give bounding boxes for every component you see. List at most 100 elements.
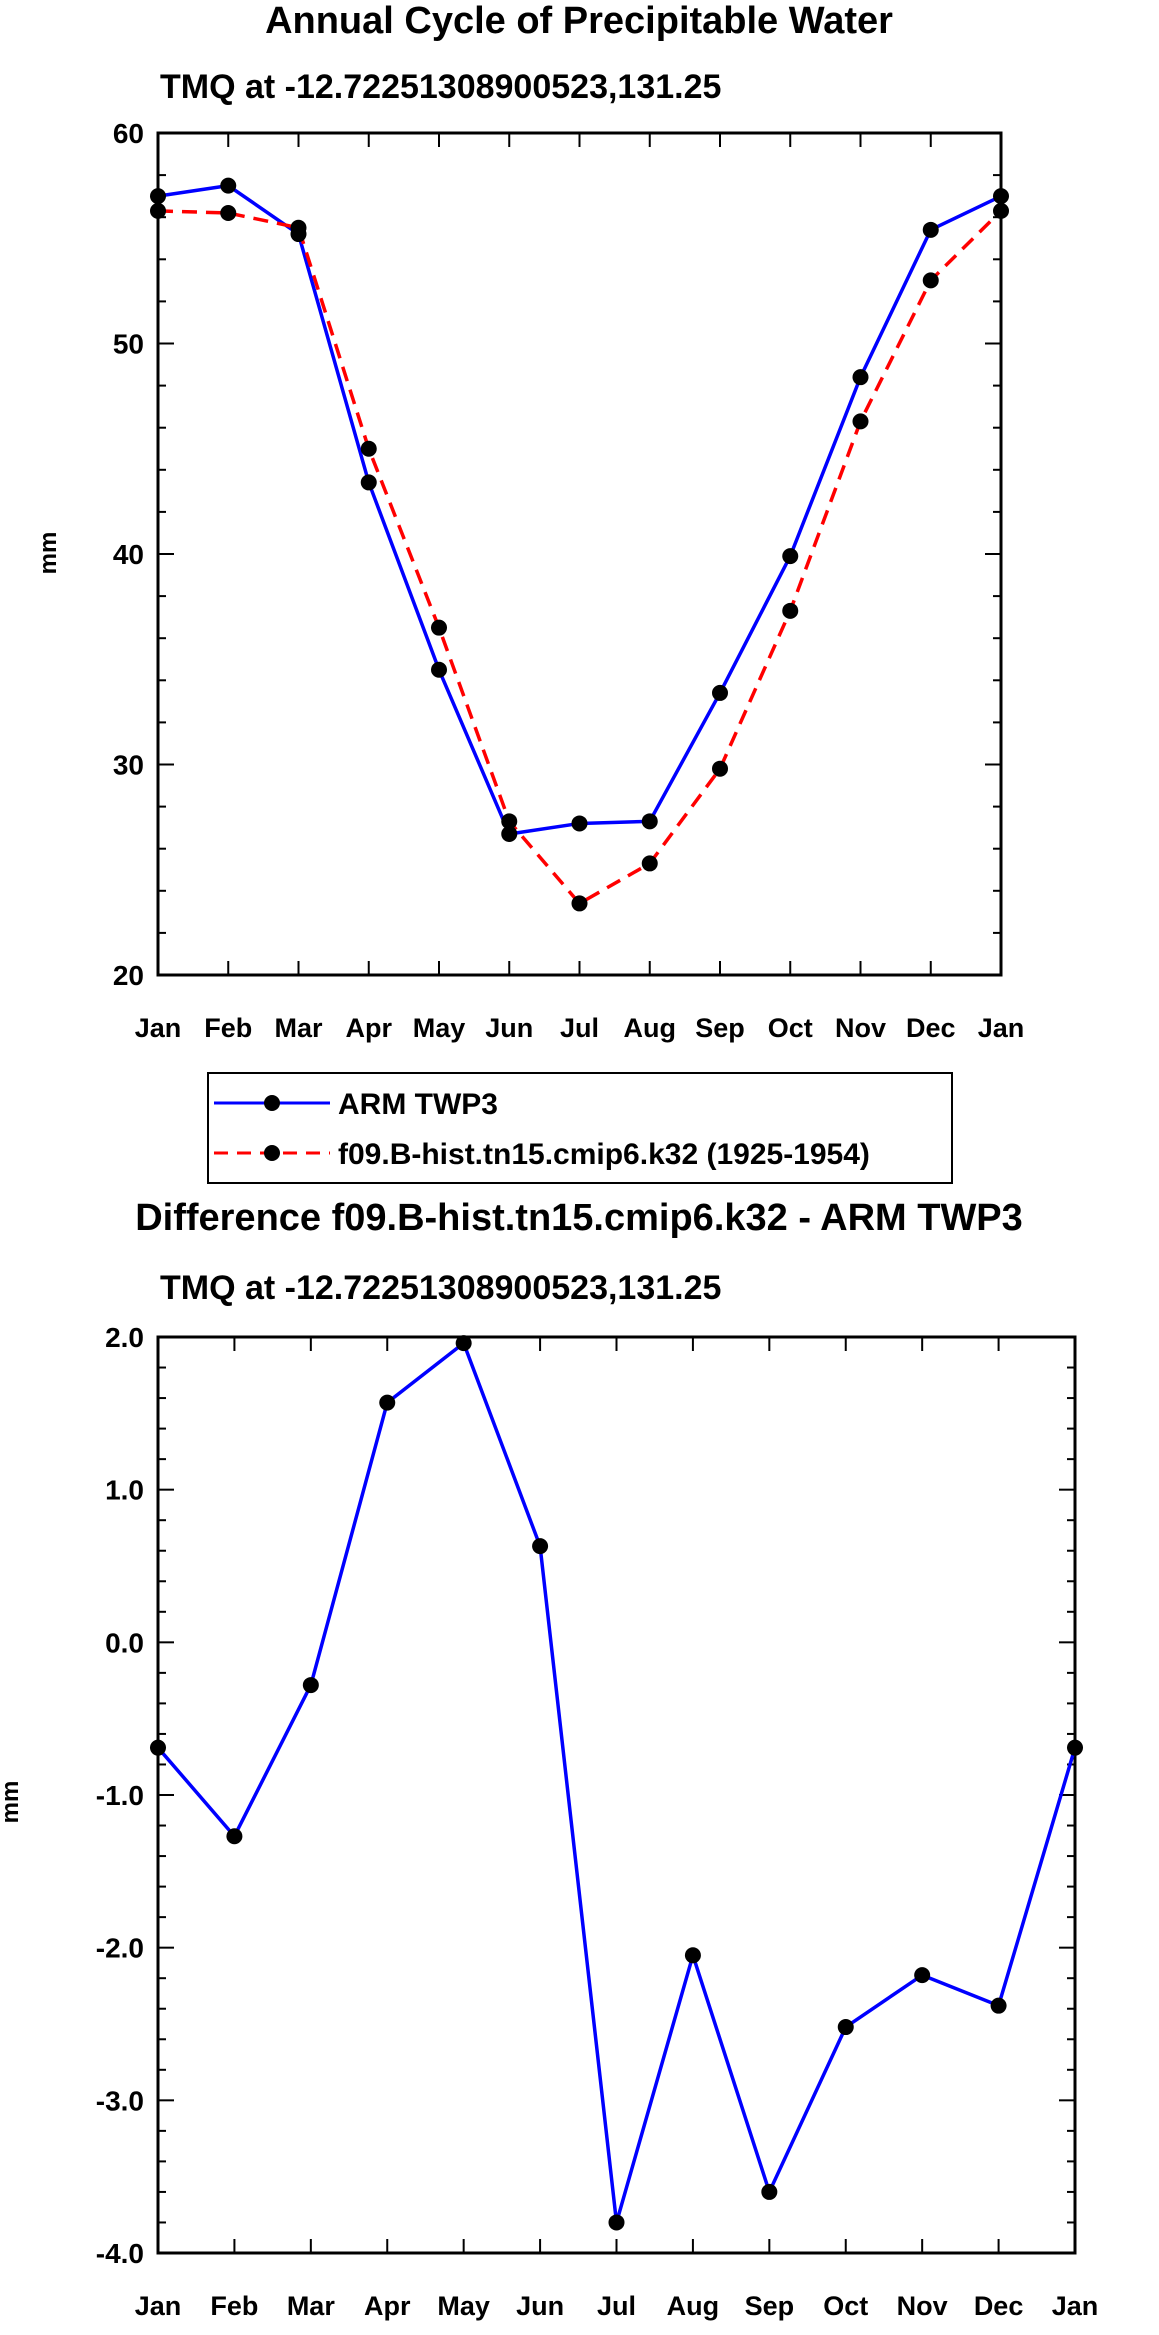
c1-point-1	[501, 813, 518, 830]
chart2-title: Difference f09.B-hist.tn15.cmip6.k32 - A…	[135, 1197, 1023, 1239]
chart2-axes: Jan Feb Mar Apr May Jun Jul Aug Sep Oct Nov Dec Jan -…	[96, 1322, 1099, 2321]
c1-point-1	[641, 855, 658, 872]
c2-point-0	[914, 1967, 931, 1984]
c1-xtick-label: May	[413, 1013, 466, 1043]
chart2-ylabel: mm	[0, 1781, 24, 1824]
legend-box	[207, 1072, 953, 1184]
c1-xtick-label: Oct	[768, 1013, 813, 1043]
c1-point-1	[852, 413, 869, 430]
c1-point-0	[782, 548, 799, 565]
c1-xtick-label: Apr	[346, 1013, 393, 1043]
c1-xtick-label: Feb	[204, 1013, 252, 1043]
c1-xtick-label: Sep	[695, 1013, 745, 1043]
c1-series-line-0	[157, 183, 1002, 836]
c1-point-0	[501, 825, 518, 842]
c1-ytick-label: 60	[113, 118, 144, 149]
c1-xtick-label: Jul	[560, 1013, 599, 1043]
chart1-axes: Jan Feb Mar Apr May Jun Jul Aug Sep Oct Nov Dec Jan 2…	[113, 118, 1024, 1043]
c1-point-1	[360, 440, 377, 457]
c2-point-0	[608, 2214, 625, 2231]
c1-point-0	[922, 221, 939, 238]
c1-point-0	[641, 813, 658, 830]
c2-xtick-label: Jan	[135, 2291, 182, 2321]
c1-frame	[156, 131, 1003, 977]
c1-xtick-label: Jan	[978, 1013, 1025, 1043]
c1-point-1	[150, 202, 166, 219]
c1-point-0	[360, 474, 377, 491]
c2-xtick-label: Aug	[667, 2291, 719, 2321]
c2-xtick-label: Feb	[210, 2291, 258, 2321]
c2-point-0	[837, 2019, 854, 2036]
c1-point-1	[782, 602, 799, 619]
c2-ytick-label: -1.0	[96, 1780, 144, 1811]
c1-ytick-label: 50	[113, 329, 144, 360]
c1-ytick-label: 30	[113, 750, 144, 781]
c2-xtick-label: Jan	[1052, 2291, 1099, 2321]
c1-xtick-label: Dec	[906, 1013, 956, 1043]
chart1-series	[150, 177, 1009, 912]
c2-ytick-label: 0.0	[105, 1627, 144, 1658]
c1-xtick-label: Jan	[135, 1013, 182, 1043]
c2-point-0	[150, 1739, 166, 1756]
c1-point-0	[571, 815, 588, 832]
chart1-ylabel: mm	[35, 532, 62, 575]
c2-ytick-label: -3.0	[96, 2085, 144, 2116]
c2-ytick-label: 1.0	[105, 1475, 144, 1506]
c2-xtick-label: May	[437, 2291, 490, 2321]
c1-xtick-label: Mar	[274, 1013, 323, 1043]
c1-xtick-label: Nov	[835, 1013, 886, 1043]
c2-point-0	[302, 1677, 319, 1694]
c2-xtick-label: Sep	[745, 2291, 795, 2321]
c2-xtick-label: Dec	[974, 2291, 1024, 2321]
c2-point-0	[990, 1997, 1007, 2014]
c1-point-1	[431, 619, 447, 636]
chart1-subtitle: TMQ at -12.72251308900523,131.25	[160, 68, 721, 106]
c1-series-line-1	[157, 209, 1003, 906]
c2-point-0	[532, 1538, 549, 1555]
c2-xtick-label: Oct	[823, 2291, 868, 2321]
c2-xtick-label: Jul	[597, 2291, 636, 2321]
c1-point-1	[922, 272, 939, 289]
c1-point-1	[220, 204, 237, 221]
c1-xtick-label: Aug	[624, 1013, 676, 1043]
legend-marker-model	[264, 1145, 280, 1161]
c2-point-0	[761, 2183, 778, 2200]
c1-ytick-label: 40	[113, 539, 144, 570]
difference-chart: Difference f09.B-hist.tn15.cmip6.k32 - A…	[0, 1197, 1098, 2321]
c2-xtick-label: Nov	[897, 2291, 948, 2321]
c2-ytick-label: -4.0	[96, 2238, 144, 2269]
c1-point-1	[290, 219, 307, 236]
c2-ytick-label: 2.0	[105, 1322, 144, 1353]
legend: ARM TWP3 f09.B-hist.tn15.cmip6.k32 (1925…	[207, 1072, 953, 1184]
c1-point-0	[220, 177, 237, 194]
c2-xtick-label: Apr	[364, 2291, 411, 2321]
legend-marker-arm	[264, 1095, 280, 1111]
annual-cycle-chart: Annual Cycle of Precipitable Water TMQ a…	[35, 0, 1024, 1043]
c2-xtick-label: Jun	[516, 2291, 564, 2321]
c2-frame	[156, 1335, 1077, 2255]
c1-xtick-label: Jun	[485, 1013, 533, 1043]
c1-point-0	[993, 188, 1009, 205]
c1-point-0	[150, 188, 166, 205]
c1-point-0	[431, 661, 447, 678]
legend-label-arm: ARM TWP3	[338, 1088, 498, 1121]
c1-point-1	[712, 760, 728, 777]
c1-point-1	[993, 202, 1009, 219]
c1-point-1	[571, 895, 588, 912]
chart2-subtitle: TMQ at -12.72251308900523,131.25	[160, 1269, 721, 1307]
c2-xtick-label: Mar	[287, 2291, 336, 2321]
chart2-series	[150, 1335, 1083, 2231]
c2-point-0	[379, 1394, 396, 1411]
c2-point-0	[1067, 1739, 1083, 1756]
chart1-title: Annual Cycle of Precipitable Water	[265, 0, 893, 42]
c2-point-0	[684, 1947, 701, 1964]
c2-point-0	[226, 1828, 243, 1845]
c2-series-line-0	[156, 1341, 1077, 2225]
c2-point-0	[455, 1335, 472, 1352]
c2-ytick-label: -2.0	[96, 1933, 144, 1964]
c1-ytick-label: 20	[113, 960, 144, 991]
c1-point-0	[712, 684, 728, 701]
c1-point-0	[852, 369, 869, 386]
legend-label-model: f09.B-hist.tn15.cmip6.k32 (1925-1954)	[338, 1138, 870, 1171]
